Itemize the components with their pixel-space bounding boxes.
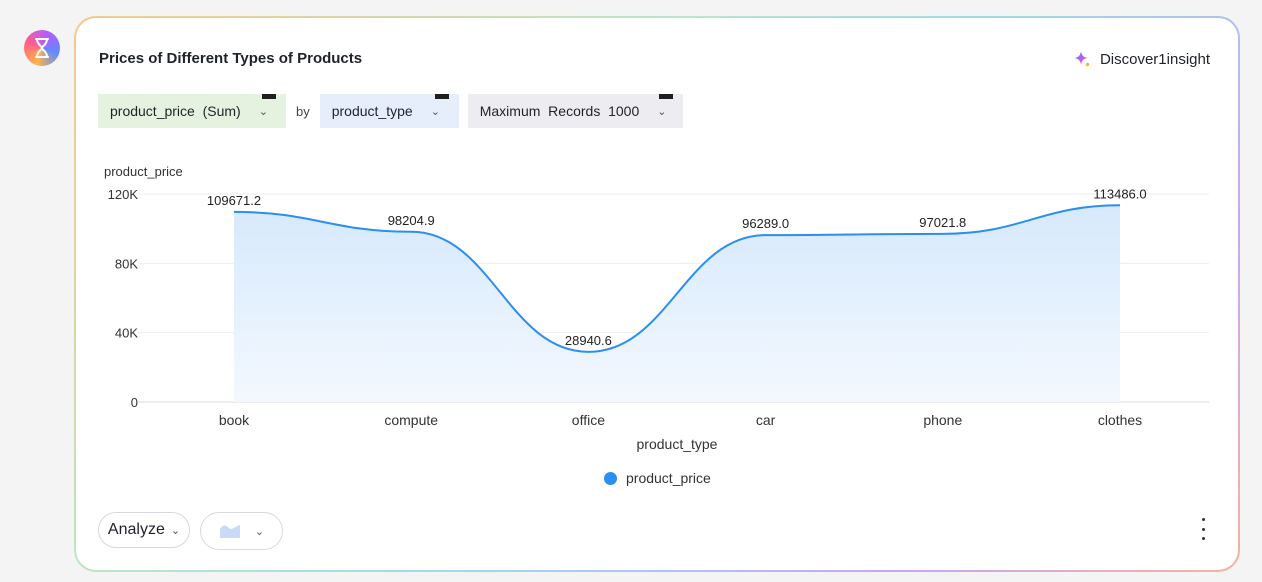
insight-label: Discover1insight [1099, 50, 1210, 68]
x-tick-label: car [756, 412, 776, 428]
data-label: 98204.9 [388, 213, 435, 228]
data-label: 28940.6 [565, 333, 612, 348]
legend-label: product_price [626, 470, 711, 486]
legend-marker [604, 471, 617, 485]
x-axis-title: product_type [637, 436, 718, 452]
data-label: 97021.8 [919, 215, 966, 230]
chart-card: Prices of Different Types of Products Di… [74, 16, 1240, 572]
drag-handle[interactable] [434, 94, 449, 99]
metric-select[interactable]: product_price (Sum) ⌄ [98, 94, 286, 128]
area-chart-icon [219, 525, 240, 538]
data-label: 113486.0 [1093, 186, 1146, 201]
series-line [233, 204, 1121, 353]
chevron-down-icon: ⌄ [170, 524, 181, 537]
x-tick-label: phone [923, 412, 962, 428]
x-tick-label: clothes [1098, 412, 1142, 428]
drag-handle[interactable] [658, 94, 673, 99]
sparkle-icon [1073, 51, 1090, 67]
series-area [234, 205, 1120, 402]
x-tick-label: compute [384, 412, 438, 428]
chevron-down-icon: ⌄ [657, 105, 667, 118]
metric-select-label: product_price (Sum) [110, 103, 241, 119]
area-chart: 0 40K 80K 120K 109671.2 98204.9 28940.6 96289.0… [108, 186, 1209, 452]
chart-type-button[interactable]: ⌄ [200, 512, 283, 550]
analyze-label: Analyze [107, 521, 165, 538]
y-tick-label: 40K [115, 326, 138, 341]
by-label: by [296, 103, 310, 119]
chevron-down-icon: ⌄ [254, 525, 265, 538]
y-tick-label: 120K [108, 187, 139, 202]
discover-insight-button[interactable]: Discover1insight [1073, 50, 1210, 68]
query-controls: product_price (Sum) ⌄ by product_type ⌄ … [98, 94, 683, 128]
data-label: 109671.2 [207, 193, 261, 208]
chart-title: Prices of Different Types of Products [99, 50, 363, 67]
y-axis-title: product_price [104, 164, 183, 179]
drag-handle[interactable] [262, 94, 276, 99]
max-records-select[interactable]: Maximum Records 1000 ⌄ [467, 94, 683, 128]
x-tick-label: office [572, 412, 605, 428]
y-tick-label: 80K [115, 256, 138, 271]
y-tick-label: 0 [131, 395, 138, 410]
chevron-down-icon: ⌄ [258, 105, 268, 118]
chart-legend[interactable]: product_price [604, 470, 711, 486]
dimension-select-label: product_type [331, 103, 413, 119]
more-options-icon[interactable] [1198, 518, 1208, 540]
chevron-down-icon: ⌄ [430, 105, 440, 118]
data-label: 96289.0 [742, 216, 789, 231]
x-tick-label: book [219, 412, 250, 428]
analyze-button[interactable]: Analyze ⌄ [98, 512, 190, 548]
app-logo-icon[interactable] [24, 30, 60, 66]
max-records-label: Maximum Records 1000 [479, 103, 640, 119]
dimension-select[interactable]: product_type ⌄ [319, 94, 459, 128]
